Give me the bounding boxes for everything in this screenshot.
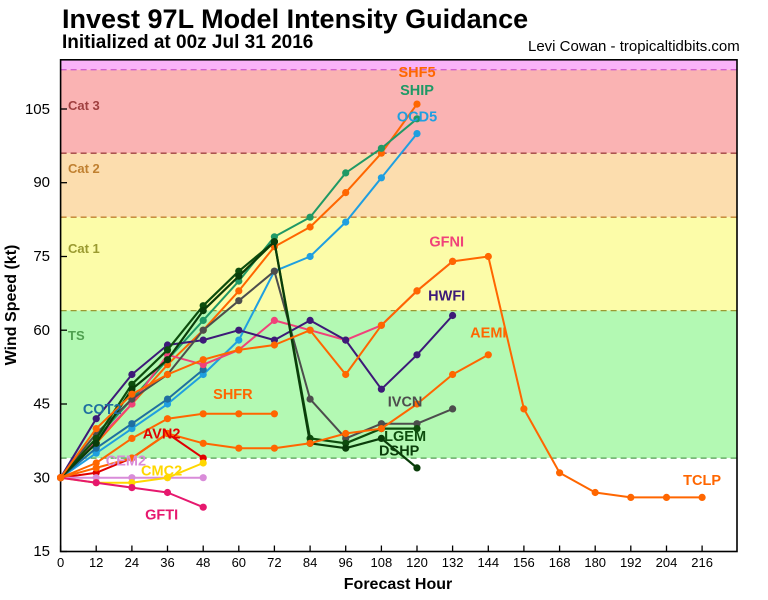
svg-text:CEM2: CEM2 <box>106 454 146 470</box>
svg-text:204: 204 <box>656 555 678 570</box>
svg-text:AEMI: AEMI <box>470 326 506 342</box>
svg-text:HWFI: HWFI <box>428 289 465 305</box>
svg-text:Wind Speed (kt): Wind Speed (kt) <box>3 245 20 366</box>
svg-text:GFTI: GFTI <box>145 508 178 524</box>
svg-text:12: 12 <box>89 555 103 570</box>
svg-text:156: 156 <box>513 555 535 570</box>
svg-text:IVCN: IVCN <box>388 395 423 411</box>
svg-text:96: 96 <box>338 555 352 570</box>
svg-text:0: 0 <box>57 555 64 570</box>
svg-text:DSHP: DSHP <box>379 444 420 460</box>
svg-text:192: 192 <box>620 555 642 570</box>
svg-text:COT2: COT2 <box>83 402 122 418</box>
svg-text:105: 105 <box>25 101 50 118</box>
svg-text:72: 72 <box>267 555 281 570</box>
svg-text:36: 36 <box>160 555 174 570</box>
svg-text:LGEM: LGEM <box>384 429 426 445</box>
svg-text:144: 144 <box>477 555 499 570</box>
svg-text:15: 15 <box>33 543 50 560</box>
svg-text:TS: TS <box>68 328 85 343</box>
svg-text:AVN2: AVN2 <box>143 426 181 442</box>
svg-text:Cat 2: Cat 2 <box>68 161 100 176</box>
svg-text:216: 216 <box>691 555 713 570</box>
svg-text:SHF5: SHF5 <box>398 65 435 81</box>
svg-text:Forecast Hour: Forecast Hour <box>344 576 452 593</box>
svg-text:TCLP: TCLP <box>683 473 721 489</box>
svg-text:75: 75 <box>33 248 50 265</box>
svg-text:108: 108 <box>371 555 393 570</box>
svg-text:120: 120 <box>406 555 428 570</box>
svg-text:SHFR: SHFR <box>213 387 253 403</box>
svg-text:Cat 3: Cat 3 <box>68 98 100 113</box>
svg-text:CMC2: CMC2 <box>141 463 182 479</box>
svg-text:GFNI: GFNI <box>429 235 464 251</box>
svg-text:60: 60 <box>232 555 246 570</box>
svg-text:SHIP: SHIP <box>400 83 434 99</box>
svg-text:Cat 1: Cat 1 <box>68 241 100 256</box>
svg-text:30: 30 <box>33 470 50 487</box>
svg-text:60: 60 <box>33 322 50 339</box>
svg-text:24: 24 <box>125 555 139 570</box>
svg-text:132: 132 <box>442 555 464 570</box>
svg-text:168: 168 <box>549 555 571 570</box>
svg-text:45: 45 <box>33 396 50 413</box>
svg-text:180: 180 <box>584 555 606 570</box>
svg-text:48: 48 <box>196 555 210 570</box>
svg-text:90: 90 <box>33 174 50 191</box>
svg-text:OCD5: OCD5 <box>397 109 437 125</box>
svg-text:84: 84 <box>303 555 317 570</box>
